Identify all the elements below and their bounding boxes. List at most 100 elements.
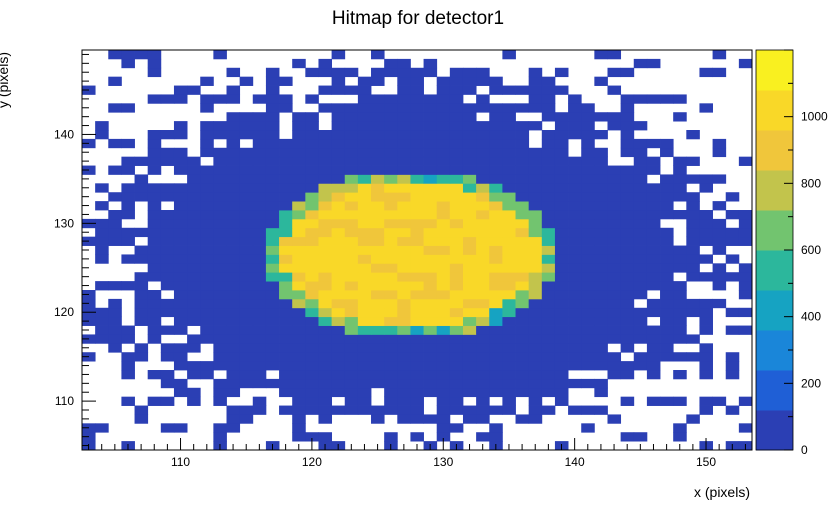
heatmap-cell <box>357 121 372 131</box>
heatmap-cell <box>344 138 359 149</box>
heatmap-cell <box>594 165 608 175</box>
heatmap-cell <box>134 414 149 424</box>
heatmap-cell <box>226 378 241 389</box>
heatmap-cell <box>252 165 267 175</box>
colorbar-segment <box>756 410 793 451</box>
heatmap-cell <box>449 67 464 78</box>
heatmap-cell <box>502 272 516 282</box>
heatmap-cell <box>489 361 503 371</box>
heatmap-cell <box>173 85 188 95</box>
heatmap-cell <box>134 352 149 362</box>
heatmap-cell <box>554 334 569 344</box>
heatmap-cell <box>384 361 398 371</box>
heatmap-cell <box>515 121 530 131</box>
heatmap-cell <box>187 218 201 229</box>
heatmap-cell <box>462 245 477 255</box>
heatmap-cell <box>371 370 385 380</box>
heatmap-cell <box>449 227 464 238</box>
heatmap-cell <box>660 192 674 202</box>
heatmap-cell <box>594 112 608 122</box>
heatmap-cell <box>633 183 648 193</box>
heatmap-cell <box>397 218 411 229</box>
heatmap-cell <box>147 201 162 211</box>
heatmap-cell <box>410 130 424 140</box>
heatmap-cell <box>646 236 661 246</box>
heatmap-cell <box>436 138 451 149</box>
heatmap-cell <box>226 112 241 122</box>
heatmap-cell <box>541 316 556 326</box>
heatmap-cell <box>423 218 438 229</box>
heatmap-cell <box>489 378 503 389</box>
heatmap-cell <box>226 130 241 140</box>
heatmap-cell <box>541 405 556 415</box>
heatmap-cell <box>423 361 438 371</box>
heatmap-cell <box>226 183 241 193</box>
heatmap-cell <box>95 334 109 344</box>
heatmap-cell <box>331 227 346 238</box>
heatmap-cell <box>646 307 661 318</box>
heatmap-cell <box>660 183 674 193</box>
heatmap-cell <box>252 343 267 353</box>
heatmap-cell <box>200 103 214 113</box>
heatmap-cell <box>213 245 227 255</box>
heatmap-cell <box>200 236 214 246</box>
heatmap-cell <box>252 254 267 264</box>
heatmap-cell <box>121 103 135 113</box>
heatmap-cell <box>279 290 293 300</box>
heatmap-cell <box>147 370 162 380</box>
heatmap-cell <box>686 236 700 246</box>
heatmap-cell <box>646 210 661 220</box>
heatmap-cell <box>660 227 674 238</box>
heatmap-cell <box>633 138 648 149</box>
heatmap-cell <box>541 103 556 113</box>
heatmap-cell <box>554 325 569 335</box>
heatmap-cell <box>397 165 411 175</box>
heatmap-cell <box>160 263 175 273</box>
heatmap-cell <box>357 130 372 140</box>
heatmap-cell <box>738 396 753 406</box>
heatmap-cell <box>292 174 306 184</box>
heatmap-cell <box>502 183 516 193</box>
heatmap-cell <box>660 307 674 318</box>
heatmap-cell <box>239 325 254 335</box>
heatmap-cell <box>581 298 595 309</box>
x-axis-label: x (pixels) <box>694 484 750 500</box>
heatmap-cell <box>121 192 135 202</box>
heatmap-cell <box>213 236 227 246</box>
heatmap-cell <box>607 227 622 238</box>
heatmap-cell <box>344 174 359 184</box>
heatmap-cell <box>384 156 398 166</box>
heatmap-cell <box>712 138 727 149</box>
heatmap-cell <box>436 103 451 113</box>
heatmap-cell <box>200 290 214 300</box>
heatmap-cell <box>121 183 135 193</box>
heatmap-cell <box>738 281 753 291</box>
heatmap-cell <box>660 352 674 362</box>
heatmap-cell <box>712 263 727 273</box>
heatmap-cell <box>554 218 569 229</box>
heatmap-cell <box>699 361 713 371</box>
heatmap-cell <box>95 218 109 229</box>
heatmap-cell <box>410 165 424 175</box>
heatmap-cell <box>397 334 411 344</box>
heatmap-cell <box>528 245 543 255</box>
heatmap-cell <box>581 183 595 193</box>
heatmap-cell <box>620 298 635 309</box>
heatmap-cell <box>541 227 556 238</box>
heatmap-cell <box>502 218 516 229</box>
heatmap-cell <box>397 67 411 78</box>
heatmap-cell <box>292 423 306 433</box>
heatmap-cell <box>528 192 543 202</box>
heatmap-cell <box>384 272 398 282</box>
heatmap-cell <box>239 210 254 220</box>
heatmap-cell <box>489 165 503 175</box>
heatmap-cell <box>502 130 516 140</box>
heatmap-cell <box>594 378 608 389</box>
heatmap-cell <box>305 387 319 398</box>
heatmap-cell <box>554 130 569 140</box>
heatmap-cell <box>489 316 503 326</box>
heatmap-cell <box>620 254 635 264</box>
colorbar-tick-label: 0 <box>801 443 808 457</box>
